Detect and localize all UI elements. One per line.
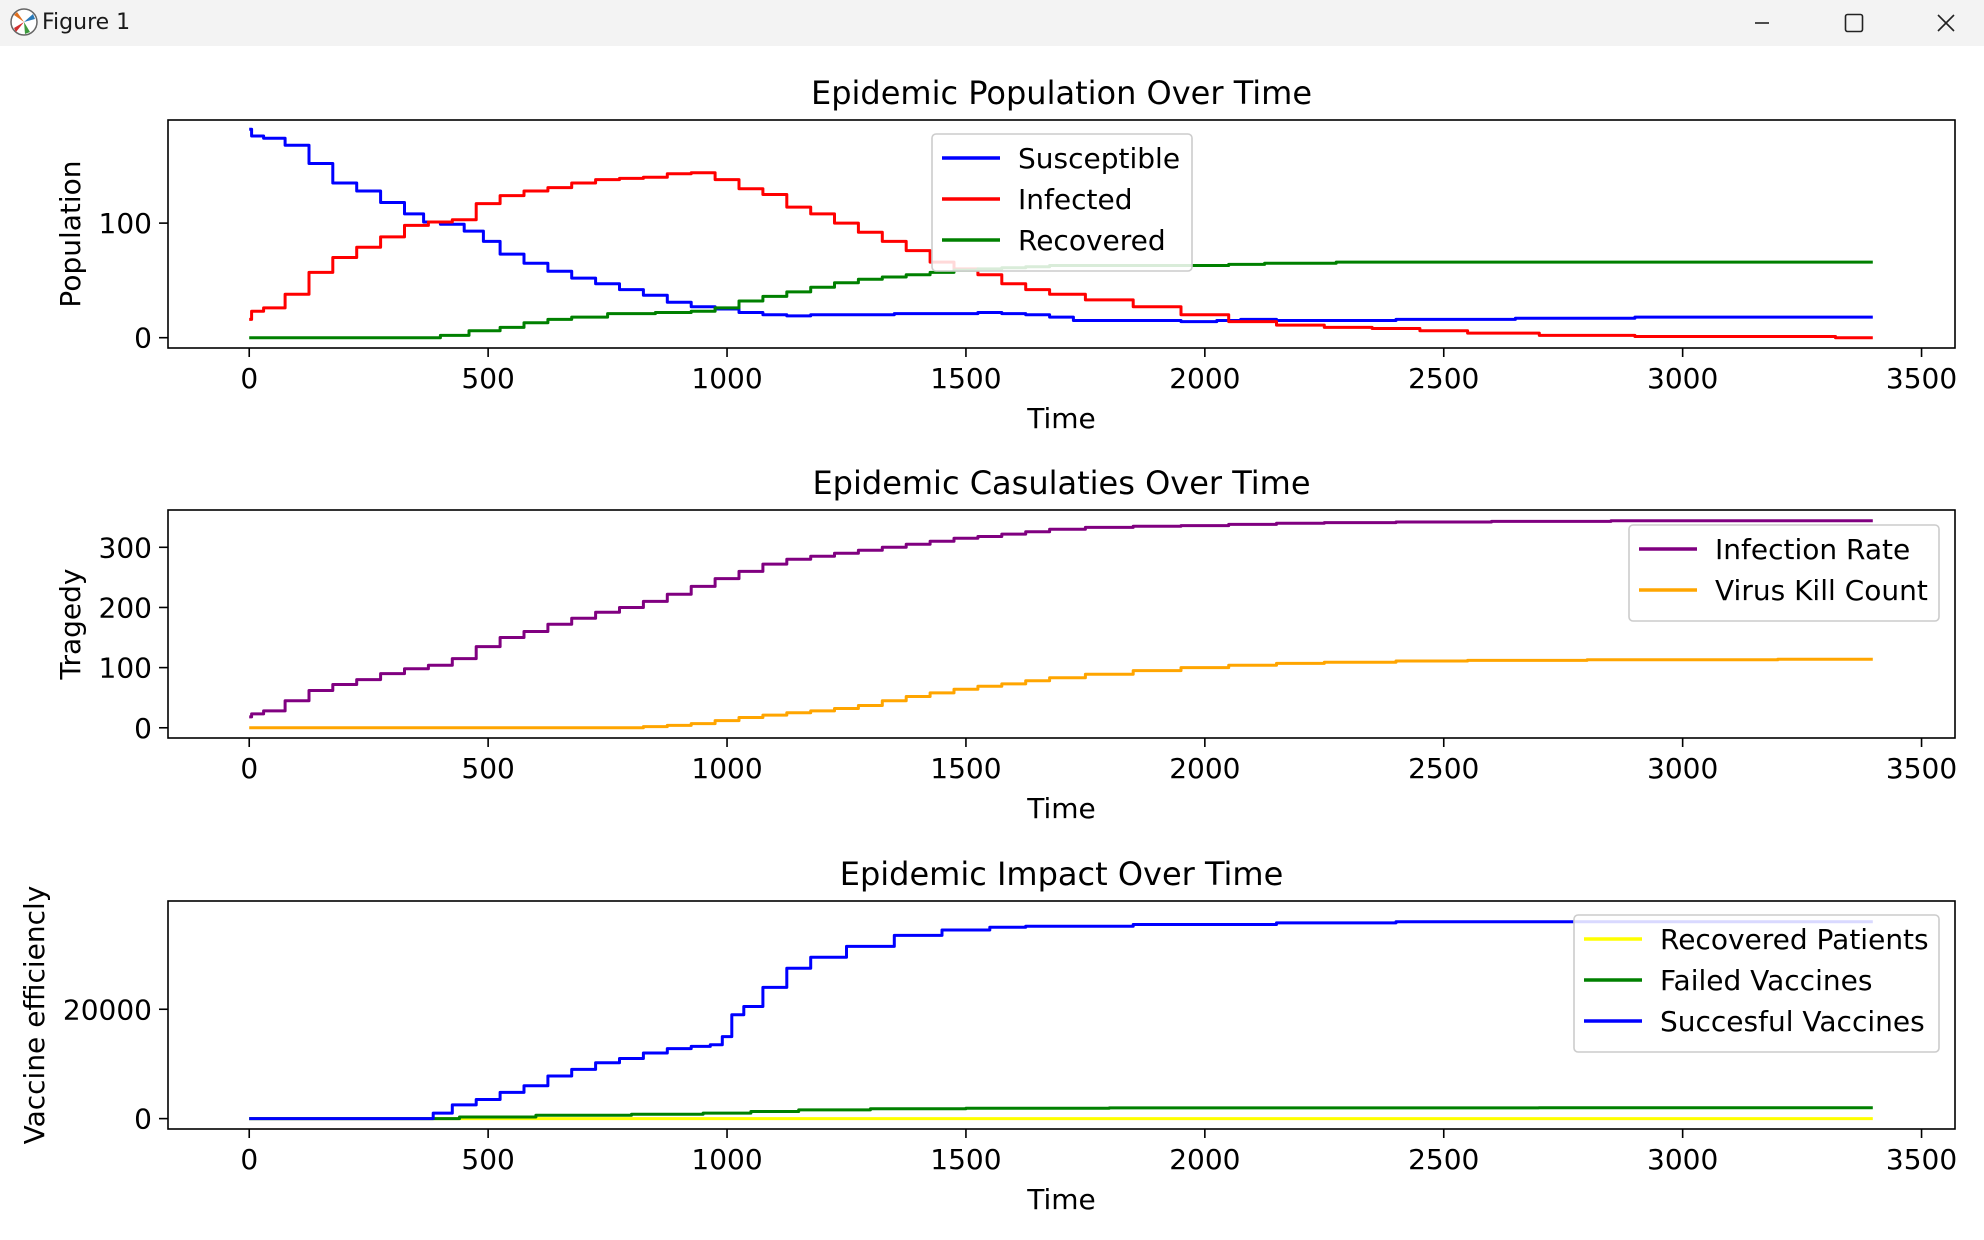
series-line-infection-rate — [249, 519, 1873, 719]
x-tick-label: 1500 — [930, 1143, 1001, 1176]
subplot-3: Epidemic Impact Over Time 0 500 1000 1500 200… — [18, 855, 1957, 1216]
legend-label: Infection Rate — [1715, 533, 1910, 566]
series-line-succesful-vaccines — [249, 920, 1873, 1121]
y-tick-label: 100 — [99, 652, 152, 685]
y-axis-label: Vaccine efficiencly — [18, 886, 51, 1145]
x-tick-label: 1000 — [691, 362, 762, 395]
y-axis-label: Population — [54, 160, 87, 307]
y-tick-label: 0 — [134, 322, 152, 355]
figure-canvas: Epidemic Population Over Time 0 500 1000 150… — [0, 46, 1984, 1240]
y-axis-label: Tragedy — [54, 568, 87, 680]
x-axis-label: Time — [1026, 1183, 1096, 1216]
x-axis-label: Time — [1026, 402, 1096, 435]
y-tick-label: 20000 — [63, 993, 152, 1026]
series-line-recovered — [249, 260, 1873, 340]
series-group — [249, 920, 1873, 1121]
window-titlebar: Figure 1 — [0, 0, 1984, 46]
minimize-button[interactable] — [1716, 0, 1808, 46]
x-tick-label: 500 — [461, 362, 514, 395]
x-tick-label: 2500 — [1408, 1143, 1479, 1176]
series-line-failed-vaccines — [249, 1106, 1873, 1121]
x-tick-label: 3500 — [1886, 362, 1957, 395]
series-line-infected — [249, 171, 1873, 340]
x-tick-label: 2000 — [1169, 362, 1240, 395]
legend-box — [931, 133, 1193, 272]
legend: Susceptible Infected Recovered — [931, 133, 1193, 272]
x-tick-label: 1500 — [930, 752, 1001, 785]
x-tick-label: 3000 — [1647, 362, 1718, 395]
subplot-title: Epidemic Impact Over Time — [840, 855, 1284, 893]
maximize-button[interactable] — [1808, 0, 1900, 46]
y-tick-label: 0 — [134, 1103, 152, 1136]
x-tick-label: 0 — [240, 752, 258, 785]
x-tick-label: 1500 — [930, 362, 1001, 395]
subplot-title: Epidemic Population Over Time — [811, 74, 1312, 112]
x-tick-label: 0 — [240, 1143, 258, 1176]
y-tick-label: 0 — [134, 712, 152, 745]
x-tick-label: 0 — [240, 362, 258, 395]
legend-label: Susceptible — [1018, 142, 1180, 175]
legend-label: Recovered — [1018, 224, 1166, 257]
window-title: Figure 1 — [42, 10, 131, 35]
axes-frame — [167, 900, 1956, 1130]
y-tick-label: 300 — [99, 531, 152, 564]
x-tick-label: 2500 — [1408, 752, 1479, 785]
x-tick-label: 500 — [461, 1143, 514, 1176]
x-tick-label: 2000 — [1169, 1143, 1240, 1176]
close-icon — [1937, 14, 1955, 32]
x-tick-label: 1000 — [691, 752, 762, 785]
legend-label: Succesful Vaccines — [1660, 1005, 1925, 1038]
legend: Recovered Patients Failed Vaccines Succesf… — [1573, 914, 1940, 1053]
legend-box — [1628, 524, 1940, 622]
legend-label: Recovered Patients — [1660, 923, 1929, 956]
minimize-icon — [1755, 22, 1769, 24]
y-tick-label: 100 — [99, 207, 152, 240]
subplot-title: Epidemic Casulaties Over Time — [812, 464, 1310, 502]
x-tick-label: 3500 — [1886, 752, 1957, 785]
series-line-virus-kill-count — [249, 657, 1873, 730]
legend-box — [1573, 914, 1940, 1053]
legend: Infection Rate Virus Kill Count — [1628, 524, 1940, 622]
x-tick-label: 3500 — [1886, 1143, 1957, 1176]
legend-label: Infected — [1018, 183, 1132, 216]
x-tick-label: 500 — [461, 752, 514, 785]
x-tick-label: 3000 — [1647, 1143, 1718, 1176]
series-group — [249, 519, 1873, 730]
matplotlib-app-icon — [10, 8, 38, 36]
axes-frame — [167, 119, 1956, 349]
maximize-icon — [1844, 13, 1864, 33]
axes-frame — [167, 509, 1956, 739]
x-tick-label: 1000 — [691, 1143, 762, 1176]
x-tick-label: 3000 — [1647, 752, 1718, 785]
x-tick-label: 2500 — [1408, 362, 1479, 395]
legend-label: Failed Vaccines — [1660, 964, 1872, 997]
legend-label: Virus Kill Count — [1715, 574, 1928, 607]
x-tick-label: 2000 — [1169, 752, 1240, 785]
x-axis-label: Time — [1026, 792, 1096, 825]
close-button[interactable] — [1900, 0, 1984, 46]
y-tick-label: 200 — [99, 591, 152, 624]
